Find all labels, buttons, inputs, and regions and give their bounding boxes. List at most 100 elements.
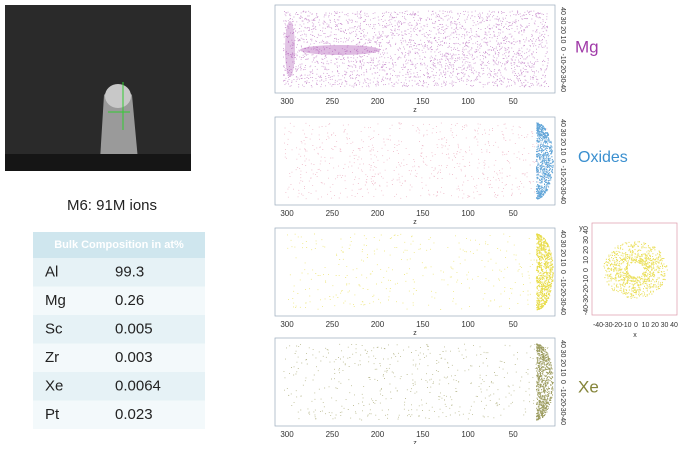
side-x-tick: 10 [642,322,650,329]
y-tick-label: 30 [559,350,566,358]
side-y-tick: 0 [583,268,590,272]
y-tick-label: 0 [559,270,566,274]
x-tick-label: 200 [371,430,385,439]
y-tick-label: -40 [559,415,566,425]
composition-table: Bulk Composition in at% [33,232,205,258]
x-tick-label: 250 [326,430,340,439]
side-y-tick: 40 [583,226,590,234]
y-tick-label: 0 [559,159,566,163]
y-tick-label: -10 [559,53,566,63]
x-tick-label: 100 [461,209,475,218]
side-y-tick: -20 [583,285,590,295]
y-tick-label: -40 [559,82,566,92]
side-y-tick: -30 [583,295,590,305]
x-tick-label: 100 [461,97,475,106]
element: Pt [45,406,60,423]
panel-frame [275,117,555,205]
side-y-tick: -10 [583,275,590,285]
y-tick-label: -30 [559,405,566,415]
side-y-label: y [579,225,583,232]
x-tick-label: 250 [326,97,340,106]
y-tick-label: -20 [559,286,566,296]
y-tick-label: 40 [559,340,566,348]
panel-label: Xe [578,377,599,396]
value: 0.005 [115,320,153,337]
y-tick-label: 20 [559,138,566,146]
y-tick-label: 40 [559,7,566,15]
y-tick-label: 30 [559,129,566,137]
y-tick-label: -40 [559,194,566,204]
y-tick-label: 30 [559,240,566,248]
x-tick-label: 250 [326,320,340,329]
y-tick-label: 40 [559,119,566,127]
side-x-label: x [633,332,637,339]
y-tick-label: -20 [559,63,566,73]
y-tick-label: 10 [559,148,566,156]
x-tick-label: 150 [416,430,430,439]
y-tick-label: -30 [559,295,566,305]
panel-label: Mg [575,37,599,56]
x-axis-label: z [413,219,417,226]
x-tick-label: 300 [280,97,294,106]
mg-feature [300,45,380,55]
value: 0.003 [115,349,153,366]
side-x-tick: 0 [634,322,638,329]
table-header: Bulk Composition in at% [54,239,184,251]
element: Sc [45,320,63,337]
y-tick-label: 20 [559,359,566,367]
y-tick-label: 10 [559,369,566,377]
y-tick-label: 30 [559,17,566,25]
y-tick-label: 0 [559,47,566,51]
x-tick-label: 300 [280,430,294,439]
y-tick-label: 20 [559,26,566,34]
element: Zr [45,349,59,366]
x-tick-label: 50 [509,209,518,218]
y-tick-label: 10 [559,36,566,44]
y-tick-label: -10 [559,165,566,175]
x-tick-label: 100 [461,430,475,439]
x-tick-label: 300 [280,320,294,329]
figure: M6: 91M ions Bulk Composition in at% Al 9… [0,0,679,444]
panel-label: Oxides [578,149,628,166]
x-axis-label: z [413,440,417,444]
x-tick-label: 150 [416,320,430,329]
x-tick-label: 50 [509,430,518,439]
title: M6: 91M ions [67,197,157,214]
x-tick-label: 300 [280,209,294,218]
y-tick-label: -40 [559,305,566,315]
side-x-tick: 30 [661,322,669,329]
y-tick-label: -10 [559,276,566,286]
y-tick-label: 0 [559,380,566,384]
x-tick-label: 50 [509,97,518,106]
side-x-tick: 20 [651,322,659,329]
side-x-tick: -10 [621,322,631,329]
element: Al [45,263,58,280]
side-y-tick: 20 [583,246,590,254]
element: Mg [45,292,66,309]
y-tick-label: 40 [559,230,566,238]
x-tick-label: 250 [326,209,340,218]
x-axis-label: z [413,330,417,337]
panel-frame [275,228,555,316]
x-tick-label: 100 [461,320,475,329]
y-tick-label: -20 [559,175,566,185]
y-tick-label: -20 [559,396,566,406]
x-tick-label: 50 [509,320,518,329]
value: 0.0064 [115,377,161,394]
x-tick-label: 150 [416,209,430,218]
y-tick-label: 20 [559,249,566,257]
x-tick-label: 200 [371,97,385,106]
side-x-tick: 40 [670,322,678,329]
x-tick-label: 150 [416,97,430,106]
x-axis-label: z [413,107,417,114]
element: Xe [45,377,63,394]
value: 0.26 [115,292,144,309]
y-tick-label: -10 [559,386,566,396]
side-y-tick: -40 [583,305,590,315]
side-y-tick: 10 [583,256,590,264]
value: 99.3 [115,263,144,280]
y-tick-label: -30 [559,72,566,82]
y-tick-label: 10 [559,259,566,267]
side-frame [592,223,677,315]
x-tick-label: 200 [371,209,385,218]
